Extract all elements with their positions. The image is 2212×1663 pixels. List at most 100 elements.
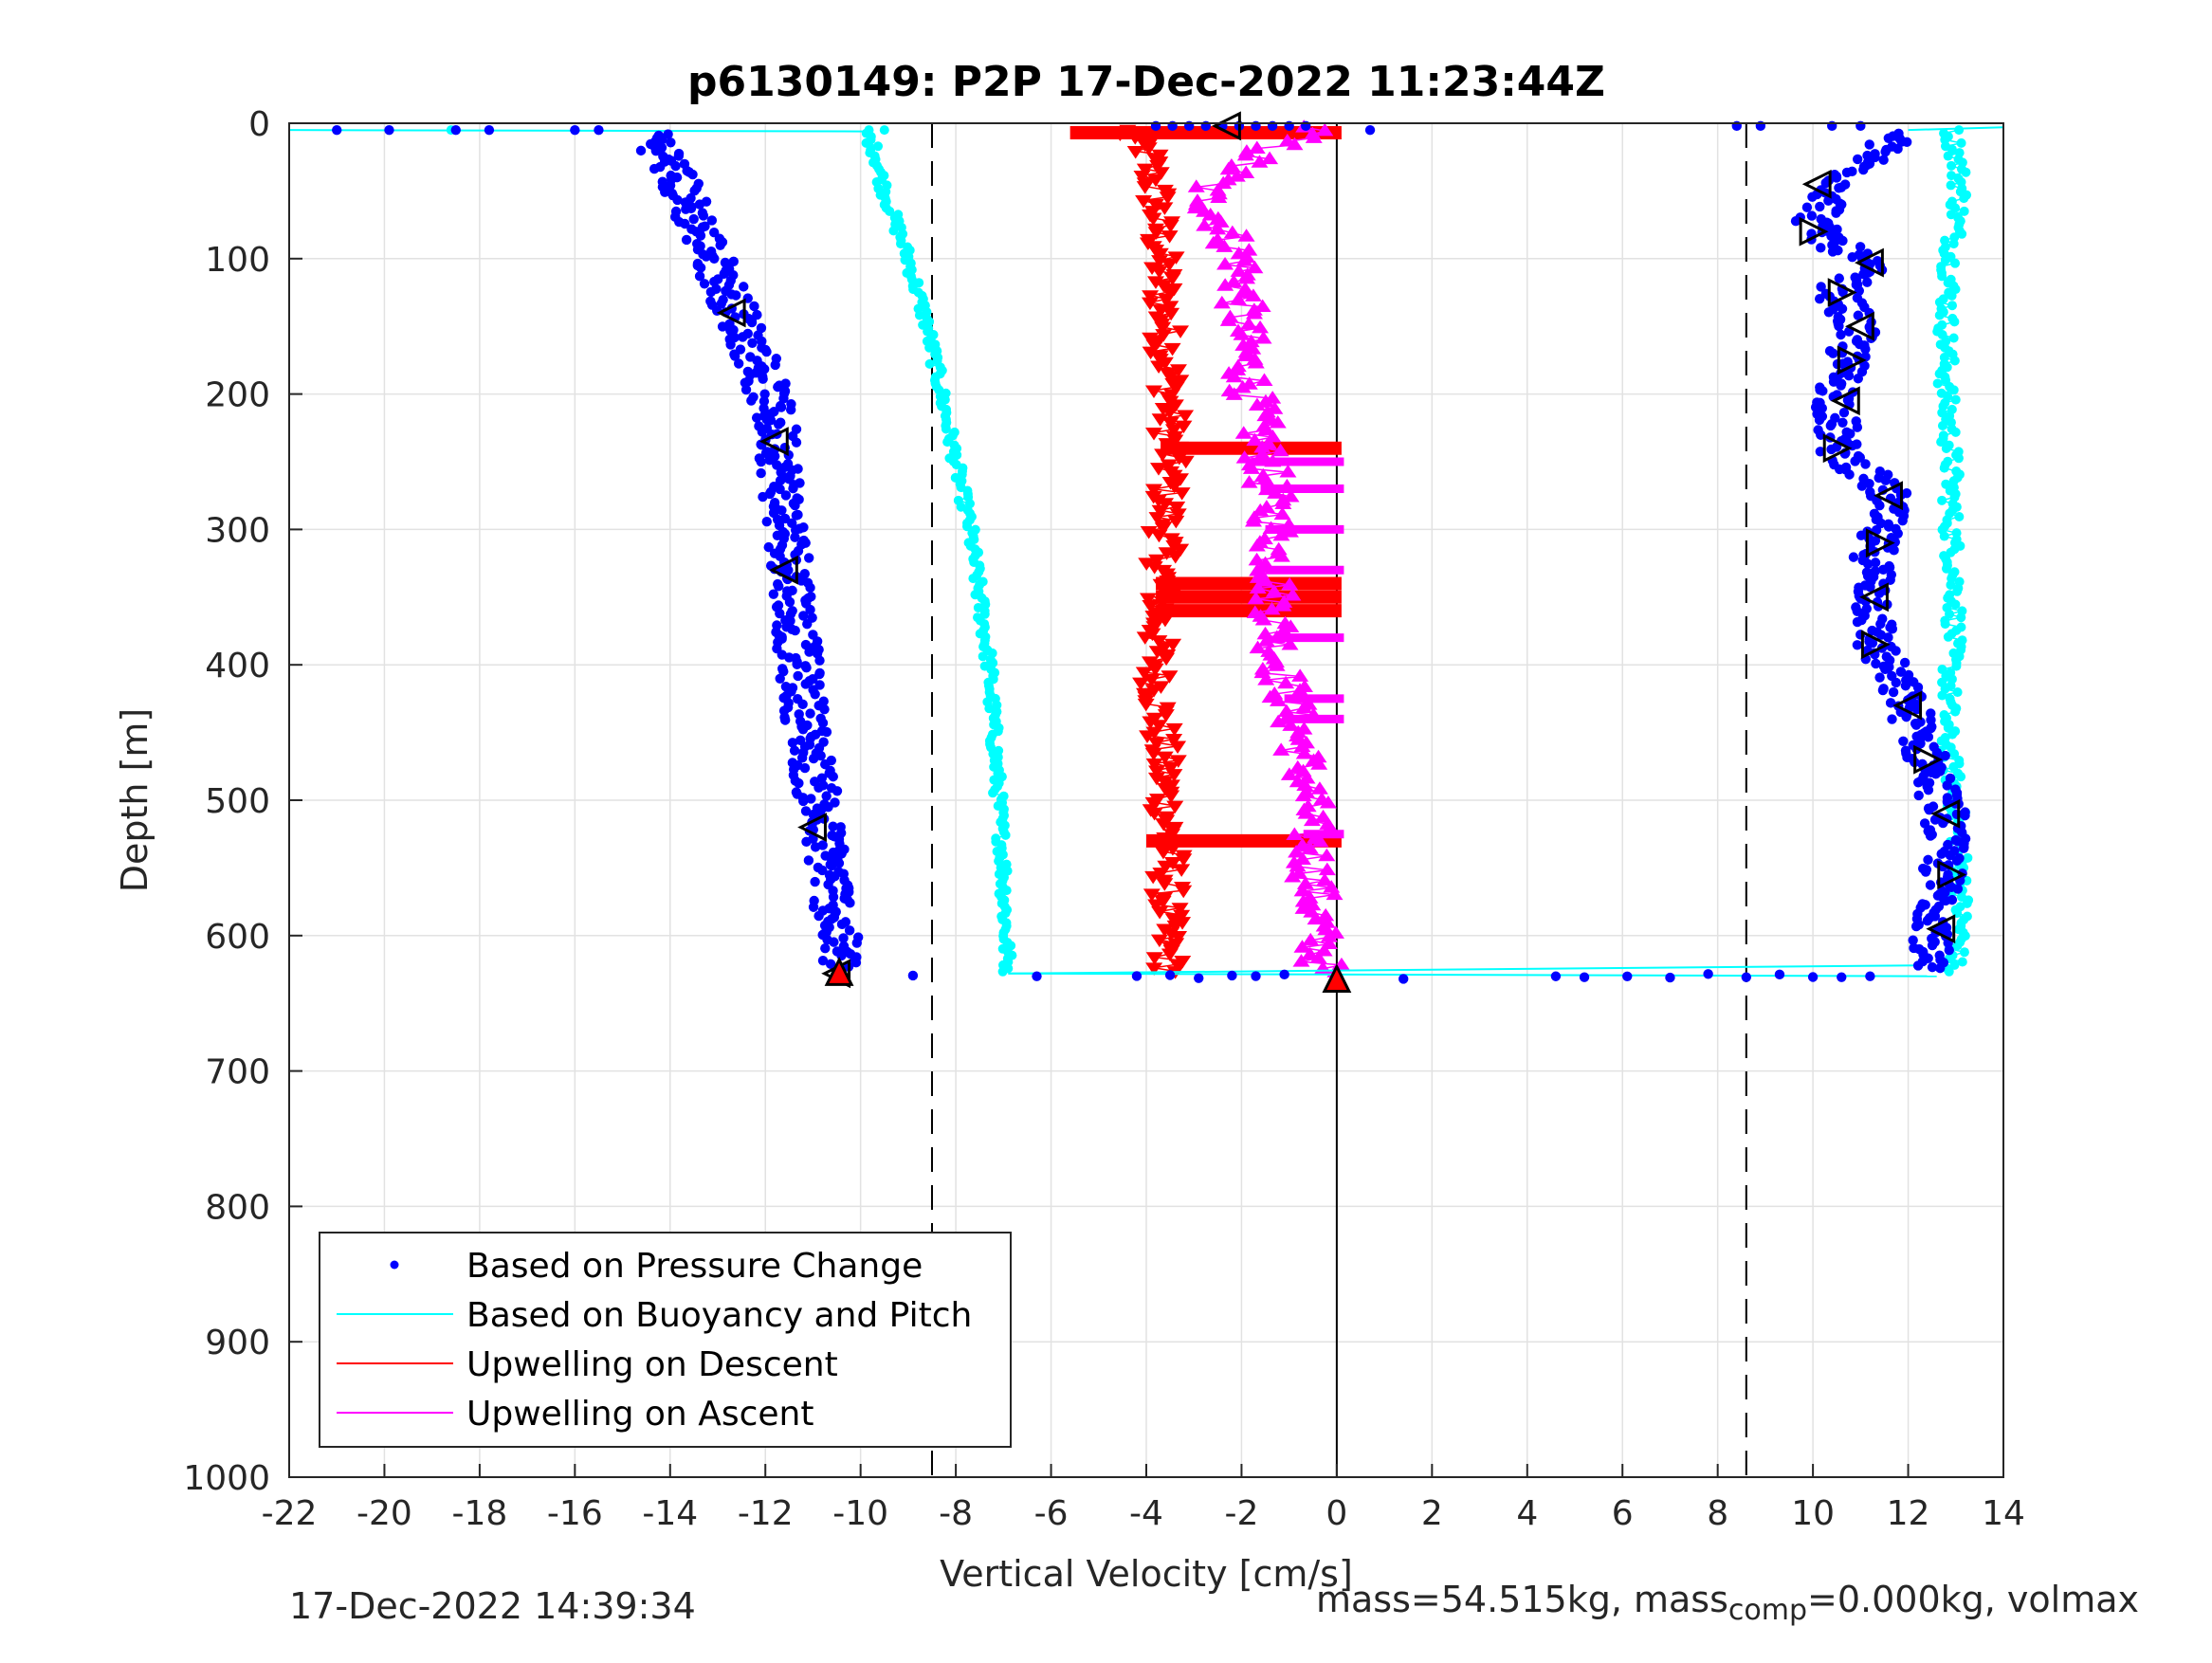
descent-marker <box>1161 948 1179 962</box>
ascent-triangle-marker <box>1830 386 1860 416</box>
ascent-marker <box>1275 623 1293 636</box>
x-tick-label: -20 <box>356 1494 412 1533</box>
buoyancy-point <box>1949 356 1960 366</box>
filled-red-triangle-marker <box>824 957 854 986</box>
buoyancy-point <box>968 574 978 584</box>
pressure-point <box>814 782 824 794</box>
pressure-point <box>1901 137 1912 148</box>
descent-marker <box>1155 329 1173 342</box>
pressure-point <box>484 124 495 136</box>
descent-marker <box>1166 920 1184 934</box>
pressure-point <box>784 596 795 608</box>
descent-marker <box>1167 381 1185 395</box>
y-tick-label: 600 <box>205 918 270 957</box>
ascent-marker <box>1247 591 1265 605</box>
ascent-marker <box>1216 239 1234 252</box>
descent-marker <box>1164 913 1182 926</box>
descent-marker <box>1142 332 1160 346</box>
ascent-marker <box>1271 443 1289 457</box>
ascent-triangle-marker <box>1926 914 1956 944</box>
buoyancy-point <box>1956 612 1966 623</box>
ascent-marker <box>1253 299 1271 313</box>
pressure-point <box>725 339 736 350</box>
ascent-marker <box>1196 218 1214 231</box>
descent-marker <box>1150 360 1168 374</box>
ascent-marker <box>1256 471 1274 484</box>
pressure-point <box>787 738 798 748</box>
ascent-marker <box>1225 369 1243 383</box>
ascent-marker <box>1284 869 1302 883</box>
series-upwelling-ascent <box>1186 119 1350 978</box>
pressure-point <box>1936 849 1947 859</box>
pressure-point <box>810 689 820 700</box>
pressure-point <box>1194 973 1204 983</box>
buoyancy-point <box>1950 394 1961 405</box>
descent-marker <box>1150 265 1168 279</box>
pressure-point <box>1836 329 1846 340</box>
ascent-marker <box>1234 379 1252 393</box>
pressure-point <box>778 393 789 404</box>
pressure-point <box>688 213 699 225</box>
footer-mass-text: mass=54.515kg, mass <box>1316 1579 1728 1620</box>
pressure-point <box>1852 616 1863 628</box>
pressure-point <box>1864 139 1874 150</box>
pressure-point <box>709 253 720 265</box>
ascent-marker <box>1291 668 1309 682</box>
ascent-marker <box>1301 841 1319 854</box>
pressure-point <box>740 384 752 395</box>
pressure-point <box>1910 921 1922 932</box>
pressure-point <box>716 299 726 309</box>
ascent-triangle-marker <box>1930 798 1961 829</box>
pressure-point <box>825 959 836 970</box>
descent-marker <box>1165 734 1183 747</box>
ascent-marker <box>1293 739 1311 753</box>
descent-marker <box>1152 167 1170 180</box>
descent-marker <box>1145 962 1163 976</box>
pressure-point <box>775 673 785 684</box>
buoyancy-point <box>1948 385 1959 395</box>
pressure-point <box>1579 972 1590 982</box>
pressure-point <box>1883 632 1893 643</box>
left-triangle-marker <box>716 298 746 328</box>
legend-label: Upwelling on Descent <box>466 1345 838 1384</box>
descent-marker <box>1156 202 1174 215</box>
pressure-point <box>1889 545 1899 556</box>
pressure-point <box>1871 658 1881 669</box>
buoyancy-point <box>1940 619 1950 630</box>
pressure-point <box>792 659 802 669</box>
descent-marker <box>1172 543 1190 557</box>
descent-marker <box>1163 272 1181 286</box>
descent-marker <box>1150 463 1168 476</box>
y-tick-label: 1000 <box>183 1459 270 1498</box>
pressure-point <box>729 351 740 361</box>
pressure-point <box>765 415 777 426</box>
buoyancy-point <box>1947 171 1957 181</box>
ascent-marker <box>1304 897 1322 911</box>
pressure-point <box>850 958 862 968</box>
descent-marker <box>1161 670 1179 684</box>
ascent-marker <box>1307 911 1325 925</box>
descent-marker <box>1158 293 1176 307</box>
pressure-point <box>1880 146 1891 157</box>
buoyancy-point <box>1951 661 1962 671</box>
pressure-point <box>1920 867 1931 877</box>
ascent-marker <box>1310 781 1328 795</box>
descent-marker <box>1139 593 1157 607</box>
ascent-marker <box>1316 872 1334 886</box>
descent-marker <box>1170 930 1188 944</box>
pressure-point <box>1852 422 1863 432</box>
pressure-point <box>747 338 758 348</box>
descent-marker <box>1175 853 1193 867</box>
buoyancy-point <box>1948 333 1959 343</box>
pressure-point <box>805 708 815 719</box>
descent-marker <box>1150 635 1168 649</box>
ascent-triangle-marker <box>1822 433 1853 464</box>
pressure-point <box>800 806 812 816</box>
pressure-point <box>1931 747 1943 758</box>
x-tick-label: -4 <box>1129 1494 1163 1533</box>
ascent-marker <box>1228 169 1246 182</box>
buoyancy-point <box>1959 206 1969 216</box>
descent-marker <box>1151 905 1169 920</box>
buoyancy-point <box>1948 239 1959 249</box>
pressure-point <box>706 215 718 226</box>
